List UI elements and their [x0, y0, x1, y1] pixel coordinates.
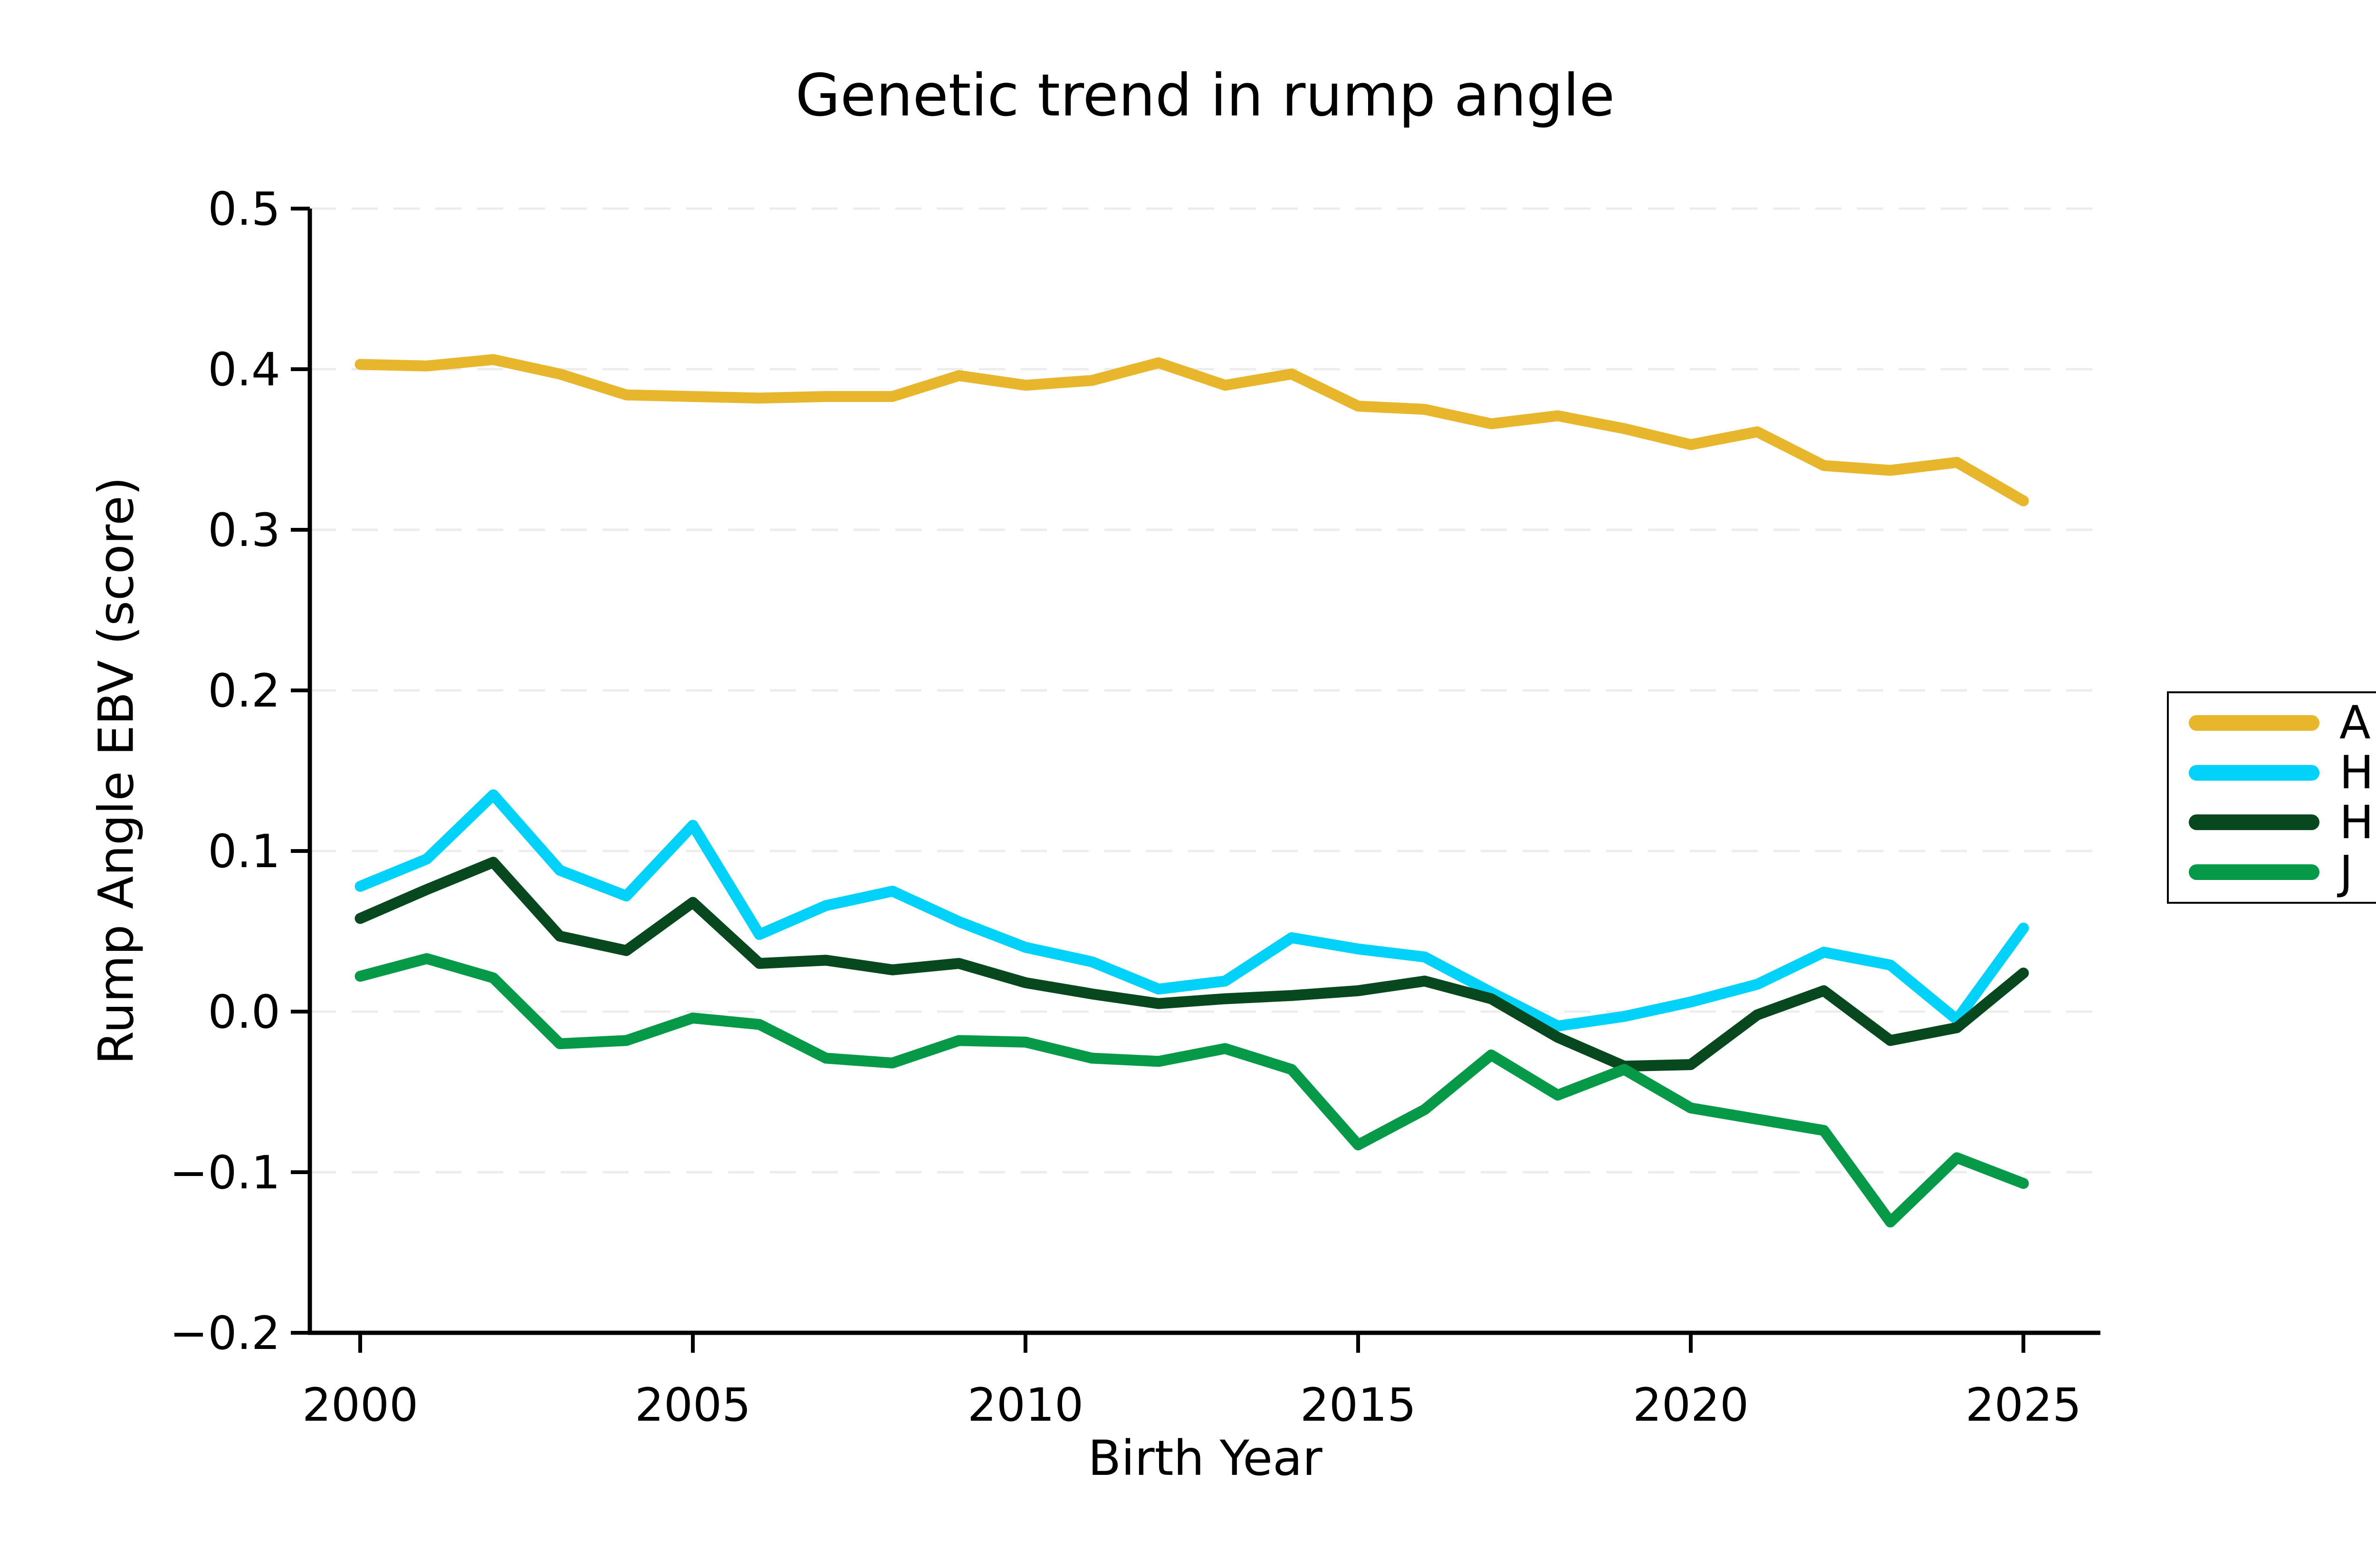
- legend-label: HFJ: [2339, 795, 2376, 849]
- y-tick-label: 0.1: [208, 825, 280, 878]
- x-tick-label: 2015: [1300, 1378, 1416, 1432]
- series-line-J: [354, 953, 2029, 1228]
- y-tick-label: 0.4: [208, 343, 280, 396]
- legend-item-A: A: [2189, 700, 2376, 746]
- legend: AHFHFJJ: [2167, 691, 2376, 904]
- legend-item-HFJ: HFJ: [2189, 800, 2376, 845]
- chart-title: Genetic trend in rump angle: [795, 62, 1615, 129]
- y-tick-label: 0.5: [208, 182, 280, 236]
- legend-swatch-A: [2189, 715, 2319, 731]
- legend-item-J: J: [2189, 850, 2376, 895]
- legend-item-HF: HF: [2189, 750, 2376, 795]
- series-line-A: [354, 354, 2029, 507]
- series-line-HFJ: [354, 857, 2029, 1072]
- legend-swatch-J: [2189, 864, 2319, 880]
- x-tick-label: 2020: [1633, 1378, 1749, 1432]
- legend-label: A: [2339, 696, 2371, 750]
- y-tick-label: −0.2: [170, 1307, 280, 1360]
- x-axis-label: Birth Year: [1088, 1430, 1322, 1487]
- x-tick-label: 2000: [302, 1378, 418, 1432]
- x-tick-label: 2010: [968, 1378, 1083, 1432]
- legend-swatch-HFJ: [2189, 814, 2319, 831]
- legend-label: J: [2339, 845, 2353, 899]
- y-tick-label: 0.3: [208, 504, 280, 557]
- series-line-HF: [354, 789, 2029, 1032]
- x-tick-label: 2025: [1965, 1378, 2081, 1432]
- y-tick-label: 0.2: [208, 664, 280, 717]
- y-tick-label: −0.1: [170, 1146, 280, 1199]
- legend-label: HF: [2339, 746, 2376, 800]
- legend-swatch-HF: [2189, 765, 2319, 781]
- y-axis-label: Rump Angle EBV (score): [88, 477, 145, 1065]
- x-tick-label: 2005: [635, 1378, 751, 1432]
- y-tick-label: 0.0: [208, 985, 280, 1039]
